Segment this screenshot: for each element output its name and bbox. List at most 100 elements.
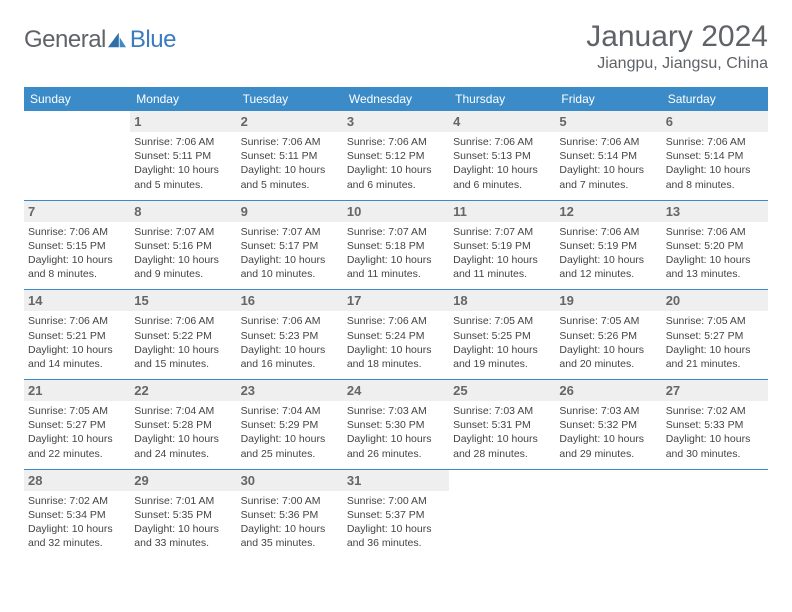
calendar-table: SundayMondayTuesdayWednesdayThursdayFrid… (24, 87, 768, 558)
day-number: 16 (237, 290, 343, 311)
sunrise-line: Sunrise: 7:06 AM (453, 135, 551, 149)
day-number: 10 (343, 201, 449, 222)
brand-part1: General (24, 26, 106, 54)
daylight-line: Daylight: 10 hours and 15 minutes. (134, 343, 232, 371)
daylight-line: Daylight: 10 hours and 6 minutes. (347, 163, 445, 191)
sunset-line: Sunset: 5:14 PM (559, 149, 657, 163)
daylight-line: Daylight: 10 hours and 8 minutes. (666, 163, 764, 191)
daylight-line: Daylight: 10 hours and 32 minutes. (28, 522, 126, 550)
sunrise-line: Sunrise: 7:04 AM (134, 404, 232, 418)
day-number: 3 (343, 111, 449, 132)
sunrise-line: Sunrise: 7:03 AM (453, 404, 551, 418)
dow-header: Friday (555, 87, 661, 111)
calendar-cell (449, 469, 555, 558)
day-info: Sunrise: 7:05 AMSunset: 5:26 PMDaylight:… (559, 314, 657, 371)
calendar-cell: 19Sunrise: 7:05 AMSunset: 5:26 PMDayligh… (555, 290, 661, 380)
day-number: 26 (555, 380, 661, 401)
location-subtitle: Jiangpu, Jiangsu, China (586, 55, 768, 73)
daylight-line: Daylight: 10 hours and 33 minutes. (134, 522, 232, 550)
sunrise-line: Sunrise: 7:05 AM (559, 314, 657, 328)
daylight-line: Daylight: 10 hours and 26 minutes. (347, 432, 445, 460)
daylight-line: Daylight: 10 hours and 16 minutes. (241, 343, 339, 371)
day-info: Sunrise: 7:01 AMSunset: 5:35 PMDaylight:… (134, 494, 232, 551)
calendar-cell: 8Sunrise: 7:07 AMSunset: 5:16 PMDaylight… (130, 200, 236, 290)
day-number: 21 (24, 380, 130, 401)
sunrise-line: Sunrise: 7:02 AM (28, 494, 126, 508)
sunset-line: Sunset: 5:36 PM (241, 508, 339, 522)
day-info: Sunrise: 7:06 AMSunset: 5:19 PMDaylight:… (559, 225, 657, 282)
day-info: Sunrise: 7:06 AMSunset: 5:20 PMDaylight:… (666, 225, 764, 282)
calendar-cell: 1Sunrise: 7:06 AMSunset: 5:11 PMDaylight… (130, 111, 236, 200)
daylight-line: Daylight: 10 hours and 9 minutes. (134, 253, 232, 281)
day-info: Sunrise: 7:06 AMSunset: 5:23 PMDaylight:… (241, 314, 339, 371)
calendar-cell: 7Sunrise: 7:06 AMSunset: 5:15 PMDaylight… (24, 200, 130, 290)
sunrise-line: Sunrise: 7:07 AM (134, 225, 232, 239)
sunset-line: Sunset: 5:27 PM (666, 329, 764, 343)
day-info: Sunrise: 7:07 AMSunset: 5:16 PMDaylight:… (134, 225, 232, 282)
day-info: Sunrise: 7:04 AMSunset: 5:28 PMDaylight:… (134, 404, 232, 461)
sunset-line: Sunset: 5:35 PM (134, 508, 232, 522)
day-number: 7 (24, 201, 130, 222)
calendar-cell: 25Sunrise: 7:03 AMSunset: 5:31 PMDayligh… (449, 380, 555, 470)
sunrise-line: Sunrise: 7:06 AM (134, 314, 232, 328)
daylight-line: Daylight: 10 hours and 11 minutes. (347, 253, 445, 281)
sunrise-line: Sunrise: 7:07 AM (241, 225, 339, 239)
sunset-line: Sunset: 5:29 PM (241, 418, 339, 432)
daylight-line: Daylight: 10 hours and 19 minutes. (453, 343, 551, 371)
sunset-line: Sunset: 5:13 PM (453, 149, 551, 163)
day-number: 23 (237, 380, 343, 401)
sunset-line: Sunset: 5:24 PM (347, 329, 445, 343)
day-info: Sunrise: 7:03 AMSunset: 5:32 PMDaylight:… (559, 404, 657, 461)
calendar-cell: 23Sunrise: 7:04 AMSunset: 5:29 PMDayligh… (237, 380, 343, 470)
calendar-cell: 21 Sunrise: 7:05 AMSunset: 5:27 PMDayligh… (24, 380, 130, 470)
calendar-cell (555, 469, 661, 558)
month-title: January 2024 (586, 20, 768, 53)
sunset-line: Sunset: 5:23 PM (241, 329, 339, 343)
calendar-cell: 26 Sunrise: 7:03 AMSunset: 5:32 PMDayligh… (555, 380, 661, 470)
day-number: 14 (24, 290, 130, 311)
calendar-cell: 3Sunrise: 7:06 AMSunset: 5:12 PMDaylight… (343, 111, 449, 200)
daylight-line: Daylight: 10 hours and 36 minutes. (347, 522, 445, 550)
day-number: 11 (449, 201, 555, 222)
calendar-cell: 4Sunrise: 7:06 AMSunset: 5:13 PMDaylight… (449, 111, 555, 200)
day-info: Sunrise: 7:06 AMSunset: 5:11 PMDaylight:… (241, 135, 339, 192)
day-number: 6 (662, 111, 768, 132)
dow-header: Sunday (24, 87, 130, 111)
daylight-line: Daylight: 10 hours and 8 minutes. (28, 253, 126, 281)
sunset-line: Sunset: 5:15 PM (28, 239, 126, 253)
sunset-line: Sunset: 5:32 PM (559, 418, 657, 432)
dow-header: Wednesday (343, 87, 449, 111)
day-info: Sunrise: 7:05 AMSunset: 5:27 PMDaylight:… (666, 314, 764, 371)
daylight-line: Daylight: 10 hours and 18 minutes. (347, 343, 445, 371)
day-number: 4 (449, 111, 555, 132)
sunset-line: Sunset: 5:11 PM (241, 149, 339, 163)
calendar-cell: 22Sunrise: 7:04 AMSunset: 5:28 PMDayligh… (130, 380, 236, 470)
title-block: January 2024 Jiangpu, Jiangsu, China (586, 20, 768, 73)
day-number: 27 (662, 380, 768, 401)
brand-part2: Blue (130, 26, 176, 54)
day-info: Sunrise: 7:05 AMSunset: 5:27 PMDaylight:… (28, 404, 126, 461)
sunrise-line: Sunrise: 7:06 AM (347, 314, 445, 328)
sunset-line: Sunset: 5:22 PM (134, 329, 232, 343)
header-bar: General Blue January 2024 Jiangpu, Jiang… (24, 20, 768, 73)
brand-logo: General Blue (24, 20, 176, 54)
day-number: 13 (662, 201, 768, 222)
daylight-line: Daylight: 10 hours and 29 minutes. (559, 432, 657, 460)
calendar-cell: 13 Sunrise: 7:06 AMSunset: 5:20 PMDayligh… (662, 200, 768, 290)
daylight-line: Daylight: 10 hours and 20 minutes. (559, 343, 657, 371)
day-info: Sunrise: 7:03 AMSunset: 5:30 PMDaylight:… (347, 404, 445, 461)
day-info: Sunrise: 7:05 AMSunset: 5:25 PMDaylight:… (453, 314, 551, 371)
day-number: 12 (555, 201, 661, 222)
sail-icon (106, 31, 128, 49)
daylight-line: Daylight: 10 hours and 7 minutes. (559, 163, 657, 191)
sunset-line: Sunset: 5:28 PM (134, 418, 232, 432)
sunset-line: Sunset: 5:17 PM (241, 239, 339, 253)
day-number: 31 (343, 470, 449, 491)
day-info: Sunrise: 7:06 AMSunset: 5:21 PMDaylight:… (28, 314, 126, 371)
calendar-cell: 5Sunrise: 7:06 AMSunset: 5:14 PMDaylight… (555, 111, 661, 200)
daylight-line: Daylight: 10 hours and 25 minutes. (241, 432, 339, 460)
day-number: 9 (237, 201, 343, 222)
sunrise-line: Sunrise: 7:06 AM (134, 135, 232, 149)
calendar-cell: 12 Sunrise: 7:06 AMSunset: 5:19 PMDayligh… (555, 200, 661, 290)
sunset-line: Sunset: 5:14 PM (666, 149, 764, 163)
